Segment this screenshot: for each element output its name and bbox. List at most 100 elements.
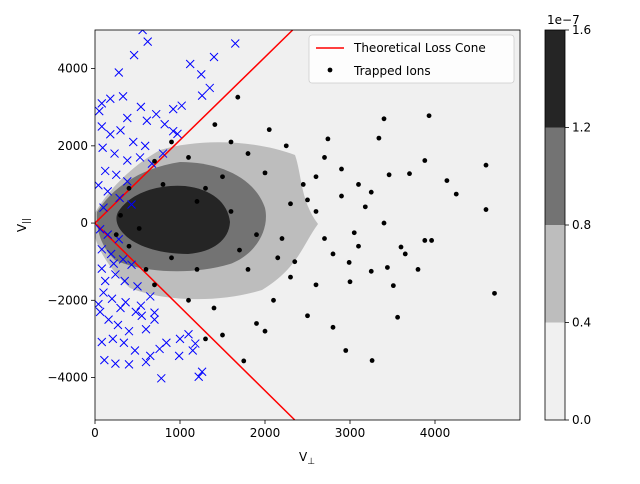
trapped-ion-point [194, 267, 200, 272]
trapped-ion-point [126, 243, 132, 249]
trapped-ion-point [369, 358, 375, 363]
trapped-ion-point [266, 127, 272, 133]
colorbar-band [545, 30, 565, 128]
x-marker-point [120, 276, 130, 286]
trapped-ion-point [228, 139, 234, 145]
x-marker-point [109, 259, 119, 268]
x-marker-point [129, 50, 139, 60]
x-marker-point [95, 307, 105, 317]
trapped-ion-point [390, 283, 396, 289]
trapped-ion-point [305, 313, 310, 319]
x-marker-point [97, 99, 107, 108]
trapped-ion-point [228, 209, 234, 214]
colorbar-tick-label: 0.8 [572, 218, 591, 232]
trapped-ion-point [422, 158, 428, 163]
x-marker-point [100, 166, 110, 176]
x-marker-point [118, 92, 128, 101]
x-marker-point [122, 156, 132, 165]
x-marker-point [173, 129, 182, 139]
x-marker-point [158, 149, 168, 158]
trapped-ion-point [288, 274, 293, 280]
x-marker-point [114, 68, 124, 77]
trapped-ion-point [254, 232, 259, 238]
trapped-ion-point [483, 162, 489, 168]
colorbar-exponent: 1e−7 [547, 13, 580, 27]
x-marker-point [194, 372, 204, 382]
trapped-ion-point [402, 251, 408, 257]
x-marker-point [197, 91, 207, 100]
x-tick-label: 3000 [335, 426, 366, 440]
trapped-ion-point [203, 185, 208, 191]
trapped-ion-point [376, 135, 382, 141]
trapped-ion-point [152, 158, 157, 164]
x-marker-point [135, 153, 145, 162]
loss-cone-upper-line [95, 30, 294, 224]
trapped-ion-point [305, 197, 310, 203]
x-marker-point [141, 324, 151, 334]
x-marker-point [103, 187, 113, 196]
trapped-ion-point [346, 260, 352, 265]
x-marker-point [188, 346, 198, 355]
trapped-ion-point [211, 305, 217, 311]
x-marker-point [100, 276, 110, 286]
x-marker-point [97, 244, 107, 254]
trapped-ion-point [245, 267, 251, 272]
trapped-ion-point [254, 321, 259, 326]
x-marker-point [105, 94, 115, 104]
trapped-ion-point [368, 268, 374, 274]
trapped-ion-point [271, 297, 276, 303]
x-marker-point [190, 339, 200, 348]
x-marker-point [130, 346, 140, 355]
x-marker-point [142, 116, 152, 126]
x-marker-point [107, 294, 117, 304]
trapped-ion-point [186, 155, 191, 160]
trapped-ion-point [483, 207, 489, 212]
x-marker-point [95, 224, 105, 234]
x-marker-point [136, 102, 146, 112]
trapped-ion-point [322, 236, 327, 241]
trapped-ion-point [330, 251, 336, 257]
x-marker-point [127, 200, 136, 209]
trapped-ion-point [325, 136, 331, 142]
x-marker-point [113, 320, 123, 330]
colorbar-band [545, 127, 565, 225]
x-marker-point [97, 122, 107, 131]
colorbar-tick-label: 1.2 [572, 121, 591, 135]
trapped-ion-point [288, 201, 293, 207]
legend: Theoretical Loss Cone Trapped Ions [308, 34, 515, 84]
x-tick-label: 1000 [165, 426, 196, 440]
x-marker-point [155, 344, 164, 354]
x-marker-point [116, 126, 125, 135]
x-marker-point [95, 106, 104, 116]
x-marker-point [97, 337, 107, 347]
x-marker-point [138, 30, 147, 35]
trapped-ion-point [356, 182, 361, 187]
trapped-ion-point [237, 247, 242, 253]
x-marker-point [122, 177, 132, 186]
trapped-ion-point [220, 174, 225, 180]
legend-trapped-ions-swatch [327, 67, 333, 73]
x-tick-label: 2000 [250, 426, 281, 440]
trapped-ion-point [113, 232, 119, 238]
x-marker-point [122, 113, 132, 123]
y-tick-label: 2000 [57, 139, 88, 153]
trapped-ion-point [313, 209, 319, 214]
trapped-ion-point [429, 238, 434, 243]
trapped-ion-point [381, 116, 387, 122]
trapped-ion-point [313, 174, 319, 180]
x-marker-point [230, 39, 240, 48]
x-marker-point [95, 180, 103, 190]
x-marker-point [119, 338, 129, 348]
y-axis-label: V|| [15, 218, 32, 232]
colorbar: 0.0 0.4 0.8 1.2 1.6 1e−7 [544, 13, 591, 427]
trapped-ion-point [339, 166, 344, 172]
x-marker-point [160, 119, 170, 129]
x-marker-point [124, 326, 134, 336]
y-tick-label: 0 [80, 216, 88, 230]
colorbar-band [545, 322, 565, 420]
x-marker-point [105, 129, 115, 139]
x-marker-point [95, 299, 103, 309]
contour-level-3 [116, 185, 230, 254]
colorbar-ticks: 0.0 0.4 0.8 1.2 1.6 [565, 23, 591, 427]
x-marker-point [133, 282, 142, 291]
